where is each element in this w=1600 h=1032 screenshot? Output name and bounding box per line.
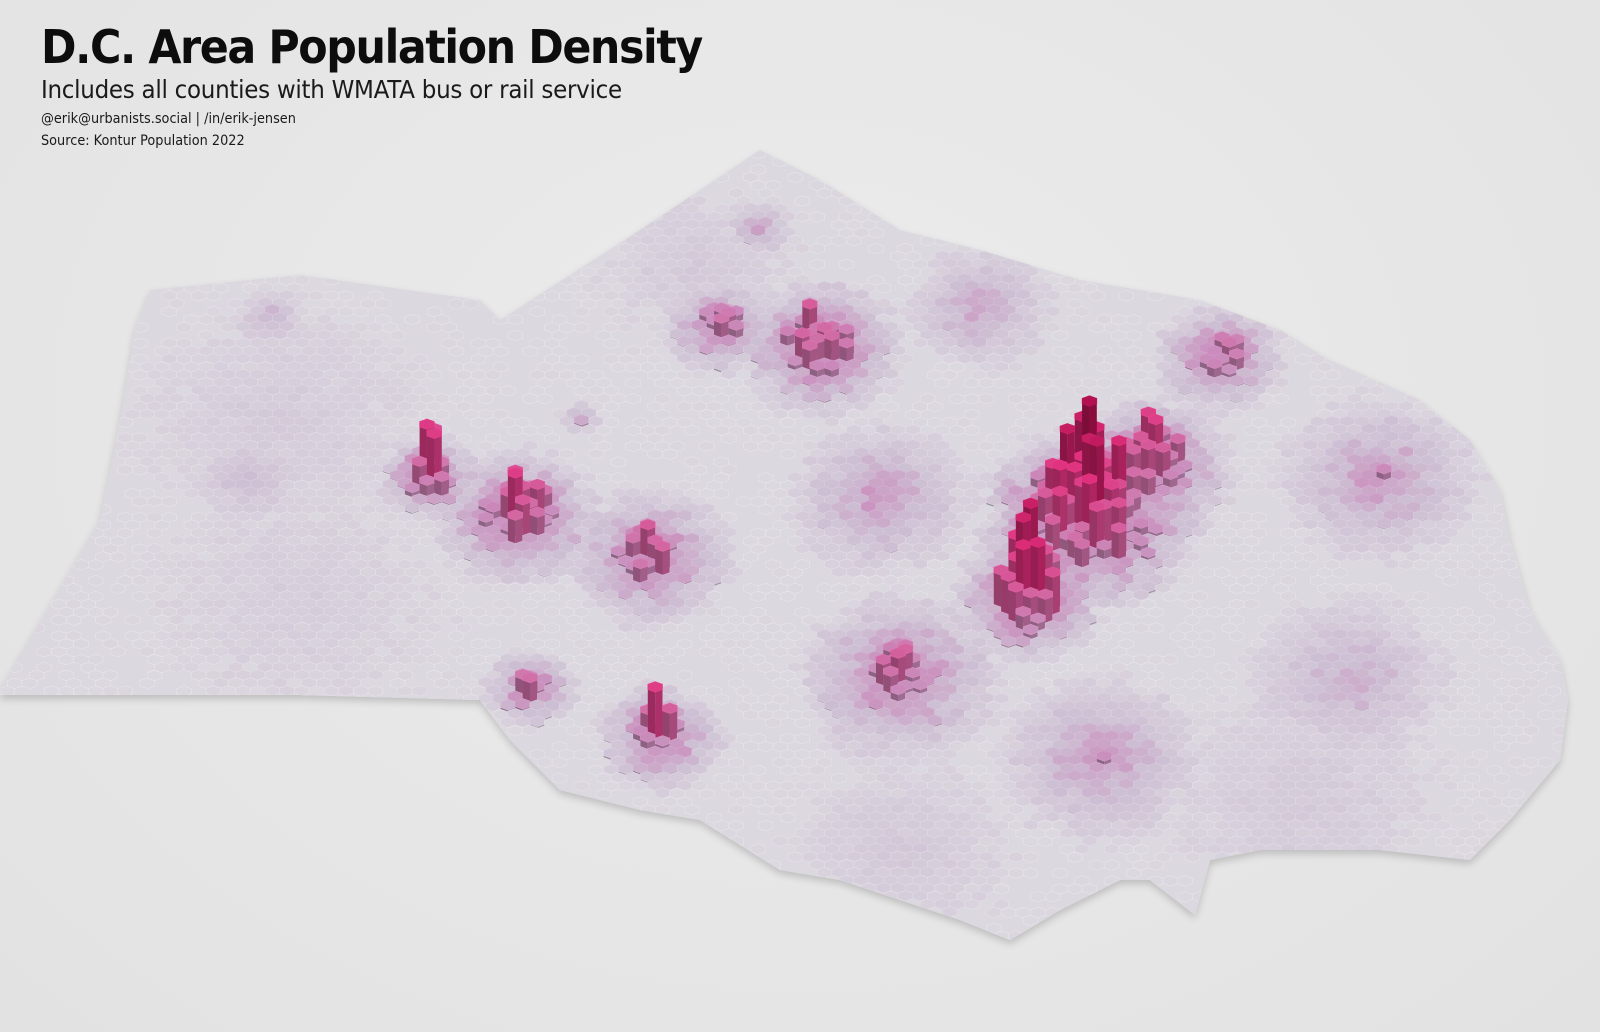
map-subtitle: Includes all counties with WMATA bus or … [41, 74, 622, 104]
map-title: D.C. Area Population Density [41, 20, 703, 74]
map-header: D.C. Area Population Density Includes al… [41, 22, 752, 149]
author-credit: @erik@urbanists.social | /in/erik-jensen [41, 110, 296, 127]
data-source: Source: Kontur Population 2022 [41, 132, 245, 149]
hex-columns [0, 150, 1568, 940]
